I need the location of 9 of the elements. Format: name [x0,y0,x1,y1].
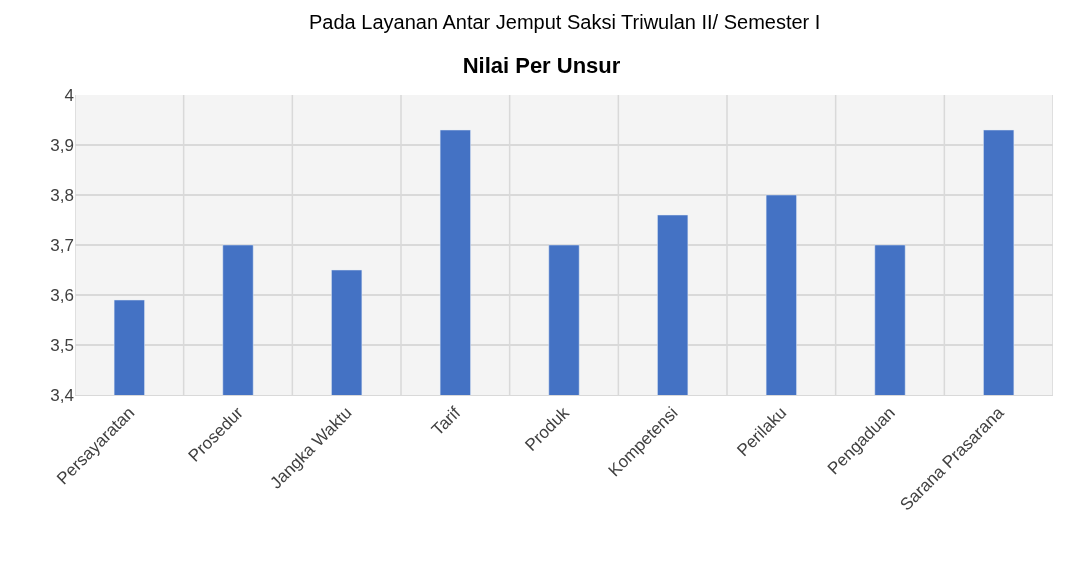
y-tick-label: 3,7 [50,235,74,255]
y-tick-label: 3,9 [50,135,74,155]
y-tick-label: 3,8 [50,185,74,205]
y-tick-label: 3,6 [50,285,74,305]
text: Pada Layanan Antar Jemput Saksi Triwulan II/ Semester I [309,11,821,33]
chart-title: Nilai Per Unsur [462,53,621,79]
y-tick-label: 3,4 [50,385,74,405]
y-tick-label: 3,5 [50,335,74,355]
y-tick-label: 4 [64,85,74,105]
